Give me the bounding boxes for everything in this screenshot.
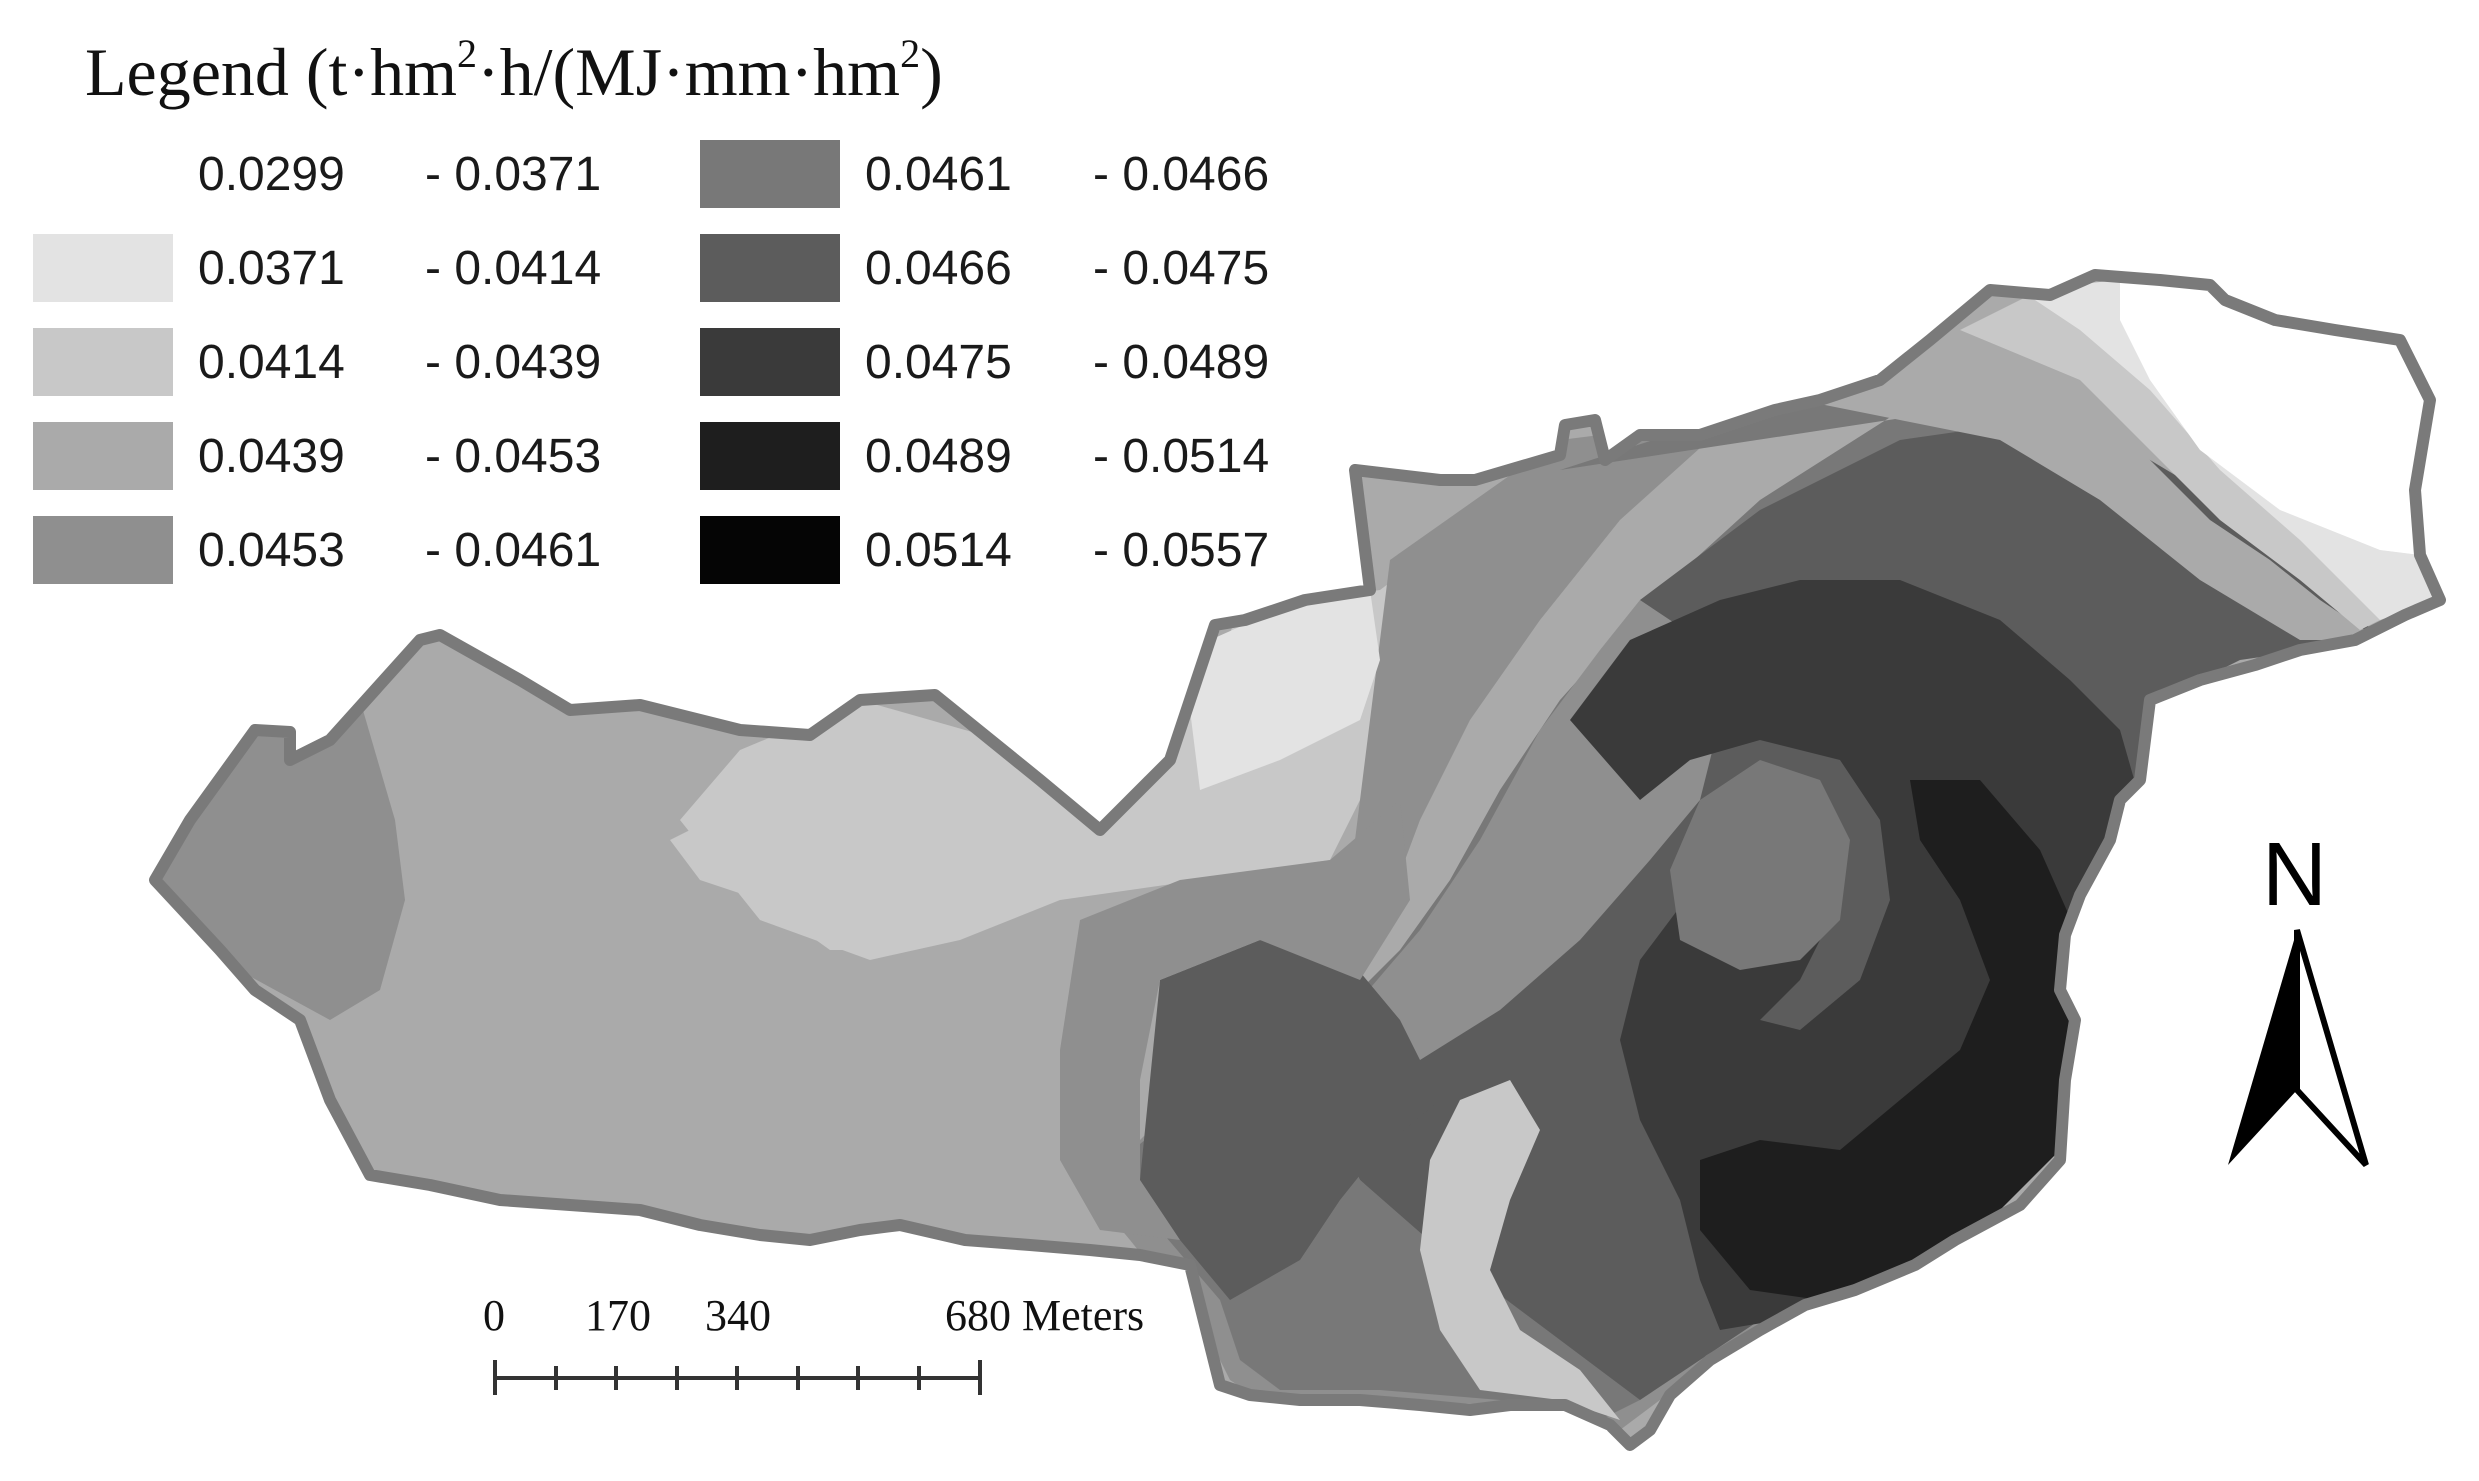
legend-title-mid: ·h/(MJ·mm·hm <box>477 34 900 110</box>
legend-from: 0.0489 <box>865 430 1012 483</box>
north-arrow-left-half <box>2228 930 2297 1165</box>
legend-item: 0.0299 - 0.0371 <box>33 140 601 208</box>
legend-to: - 0.0466 <box>1093 148 1269 201</box>
basin-boundary <box>149 269 2446 1451</box>
scale-ticks <box>493 1360 982 1395</box>
legend-title-main: Legend (t·hm <box>85 34 457 110</box>
scale-label-340: 340 <box>705 1291 771 1340</box>
legend-from: 0.0514 <box>865 524 1012 577</box>
legend-from: 0.0439 <box>198 430 345 483</box>
legend-swatch <box>33 516 173 584</box>
legend-title-end: ) <box>920 34 943 110</box>
scale-label-680: 680 Meters <box>945 1291 1144 1340</box>
legend-item: 0.0466 - 0.0475 <box>700 234 1269 302</box>
legend-to: - 0.0453 <box>425 430 601 483</box>
legend-to: - 0.0439 <box>425 336 601 389</box>
zone-0466-0475-west <box>1140 940 1440 1300</box>
north-arrow: N <box>2228 825 2369 1168</box>
legend-items: 0.0299 - 0.0371 0.0371 - 0.0414 0.0414 - 0.04… <box>33 140 1269 584</box>
zone-0414-0439-central <box>670 760 1060 950</box>
legend-from: 0.0453 <box>198 524 345 577</box>
legend-from: 0.0466 <box>865 242 1012 295</box>
legend-from: 0.0461 <box>865 148 1012 201</box>
legend-to: - 0.0475 <box>1093 242 1269 295</box>
legend-to: - 0.0514 <box>1093 430 1269 483</box>
legend-item: 0.0414 - 0.0439 <box>33 328 601 396</box>
legend-from: 0.0414 <box>198 336 345 389</box>
legend-item: 0.0514 - 0.0557 <box>700 516 1269 584</box>
legend-swatch <box>33 140 173 208</box>
legend-swatch <box>33 328 173 396</box>
legend-swatch <box>700 234 840 302</box>
zone-0439-0453-ne <box>1800 330 2380 640</box>
zone-0414-0439-south <box>1420 1080 1620 1420</box>
legend-to: - 0.0414 <box>425 242 601 295</box>
legend-item: 0.0475 - 0.0489 <box>700 328 1269 396</box>
north-arrow-right-half <box>2294 929 2369 1168</box>
scale-bar: 0 170 340 680 Meters <box>483 1291 1144 1395</box>
legend-title-sup2: 2 <box>900 31 920 76</box>
legend-swatch <box>33 234 173 302</box>
legend-title: Legend (t·hm2·h/(MJ·mm·hm2) <box>85 31 943 110</box>
legend-item: 0.0439 - 0.0453 <box>33 422 601 490</box>
legend-from: 0.0371 <box>198 242 345 295</box>
zone-0453-0461-mid <box>1060 800 1410 1240</box>
legend-swatch <box>700 422 840 490</box>
legend-swatch <box>700 140 840 208</box>
legend-item: 0.0461 - 0.0466 <box>700 140 1269 208</box>
legend-swatch <box>700 328 840 396</box>
legend-item: 0.0489 - 0.0514 <box>700 422 1269 490</box>
north-label: N <box>2262 825 2327 925</box>
legend-from: 0.0475 <box>865 336 1012 389</box>
zone-0299-0371 <box>2120 280 2430 555</box>
legend-item: 0.0371 - 0.0414 <box>33 234 601 302</box>
legend: Legend (t·hm2·h/(MJ·mm·hm2) 0.0299- 0.03… <box>33 31 1269 584</box>
legend-to: - 0.0461 <box>425 524 601 577</box>
zone-0466-0475 <box>1330 420 2380 1400</box>
scale-label-170: 170 <box>585 1291 651 1340</box>
legend-swatch <box>33 422 173 490</box>
legend-to: - 0.0557 <box>1093 524 1269 577</box>
legend-swatch <box>700 516 840 584</box>
zone-0371-0414-north <box>1190 590 1380 790</box>
legend-to: - 0.0371 <box>425 148 601 201</box>
zone-0453-0461-west <box>155 700 405 1020</box>
zone-0489-0514 <box>1700 780 2080 1300</box>
legend-from: 0.0299 <box>198 148 345 201</box>
legend-item: 0.0453 - 0.0461 <box>33 516 601 584</box>
scale-label-0: 0 <box>483 1291 505 1340</box>
zone-0461-0466-core <box>1670 760 1850 970</box>
legend-to: - 0.0489 <box>1093 336 1269 389</box>
legend-title-sup1: 2 <box>457 31 477 76</box>
